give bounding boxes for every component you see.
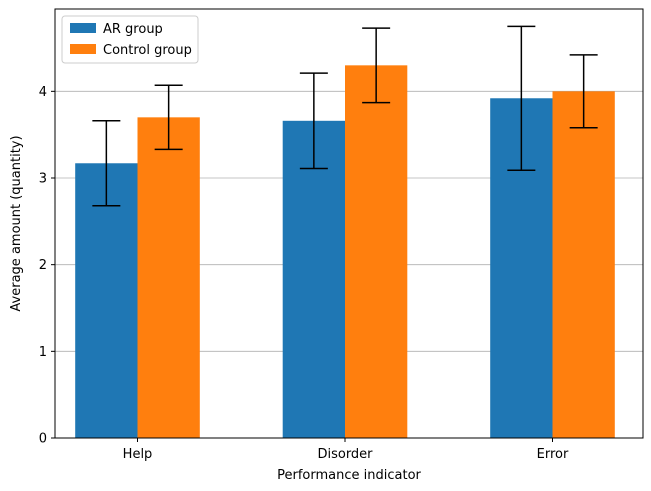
y-tick-label-0: 0: [39, 432, 47, 447]
legend-label-ar-group: AR group: [103, 22, 163, 37]
bar-control-group-help: [137, 117, 200, 438]
y-tick-label-2: 2: [39, 258, 47, 273]
legend-label-control-group: Control group: [103, 43, 192, 58]
bar-control-group-disorder: [345, 65, 408, 438]
y-tick-label-1: 1: [39, 345, 47, 360]
error-bars: [92, 25, 598, 207]
bar-ar-group-disorder: [282, 120, 345, 439]
error-bar-control-group-help: [154, 84, 183, 151]
y-axis-label: Average amount (quantity): [9, 135, 24, 311]
x-tick-label-0: Help: [123, 447, 153, 462]
error-bar-control-group-disorder: [362, 27, 391, 104]
error-bar-ar-group-help: [92, 120, 121, 207]
legend: AR group Control group: [61, 15, 199, 64]
error-bar-ar-group-error: [507, 25, 536, 171]
x-axis-label: Performance indicator: [277, 468, 421, 483]
y-axis: 0 1 2 3 4: [39, 85, 55, 447]
bars: [75, 65, 615, 439]
x-tick-label-1: Disorder: [317, 447, 373, 462]
x-axis: Help Disorder Error: [123, 438, 569, 462]
plot-frame: [54, 8, 644, 439]
bar-control-group-error: [552, 91, 615, 438]
error-bar-ar-group-disorder: [299, 72, 328, 170]
y-tick-label-4: 4: [39, 85, 47, 100]
legend-swatch-ar-group: [70, 23, 96, 33]
x-tick-label-2: Error: [537, 447, 569, 462]
y-tick-label-3: 3: [39, 172, 47, 187]
legend-swatch-control-group: [70, 44, 96, 54]
error-bar-control-group-error: [569, 54, 598, 129]
bar-ar-group-help: [75, 163, 138, 438]
